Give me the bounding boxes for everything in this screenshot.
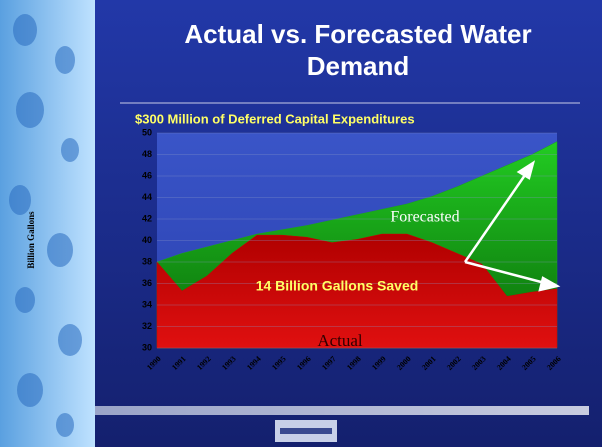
y-tick-label: 32 [142, 321, 152, 331]
y-tick-label: 40 [142, 235, 152, 245]
y-axis-label: Billion Gallons [26, 211, 36, 269]
arrows [463, 160, 561, 292]
y-tick-label: 42 [142, 213, 152, 223]
legend-actual: Actual [317, 331, 363, 350]
y-tick-label: 34 [142, 299, 152, 309]
water-drop-strip [0, 0, 95, 447]
y-tick-label: 50 [142, 127, 152, 137]
drops [9, 14, 82, 437]
y-tick-label: 36 [142, 278, 152, 288]
legend-forecasted: Forecasted [390, 209, 459, 226]
area-actual [156, 233, 558, 349]
chart-title: Actual vs. Forecasted Water Demand [184, 19, 531, 81]
footer-bar [95, 406, 589, 415]
annotation: 14 Billion Gallons Saved [256, 278, 419, 294]
subtitle: $300 Million of Deferred Capital Expendi… [135, 111, 415, 126]
y-tick-label: 44 [142, 192, 152, 202]
footer-logo-band [280, 428, 332, 434]
y-tick-label: 38 [142, 256, 152, 266]
y-tick-label: 46 [142, 170, 152, 180]
y-tick-label: 30 [142, 342, 152, 352]
y-tick-label: 48 [142, 149, 152, 159]
